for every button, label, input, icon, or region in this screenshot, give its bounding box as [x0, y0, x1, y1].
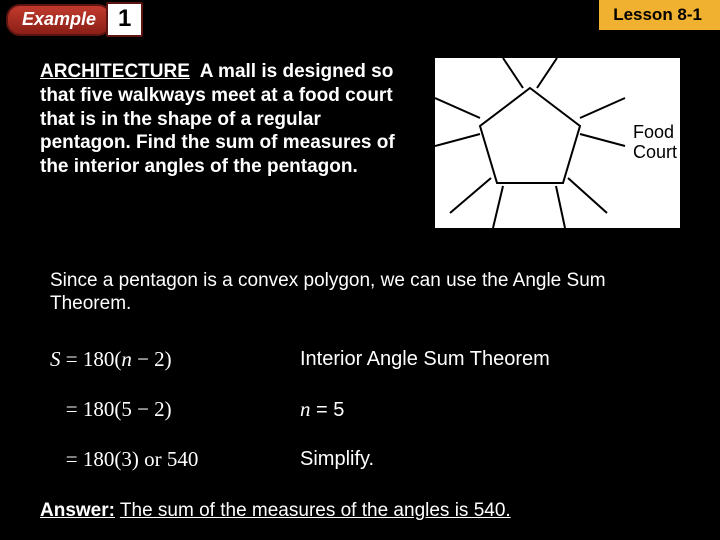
answer-line: Answer: The sum of the measures of the a…	[40, 500, 511, 522]
lesson-badge: Lesson 8-1	[599, 0, 720, 30]
step-reason: Simplify.	[300, 448, 374, 471]
step-reason: Interior Angle Sum Theorem	[300, 348, 550, 371]
diagram-label-2: Court	[633, 142, 677, 162]
step-row: = 180(5 − 2) n = 5	[50, 384, 680, 434]
step-formula: = 180(5 − 2)	[50, 397, 300, 422]
diagram-label-1: Food	[633, 122, 674, 142]
answer-label: Answer:	[40, 500, 115, 521]
step-row: S = 180(n − 2) Interior Angle Sum Theore…	[50, 334, 680, 384]
step-row: = 180(3) or 540 Simplify.	[50, 434, 680, 484]
example-label: Example	[6, 4, 112, 36]
explanation-text: Since a pentagon is a convex polygon, we…	[50, 270, 670, 316]
problem-statement: ARCHITECTURE A mall is designed so that …	[40, 60, 410, 179]
answer-text: The sum of the measures of the angles is…	[120, 500, 511, 521]
food-court-diagram: Food Court	[435, 58, 680, 228]
example-number: 1	[106, 2, 143, 37]
step-reason: n = 5	[300, 397, 344, 422]
step-formula: = 180(3) or 540	[50, 447, 300, 472]
step-formula: S = 180(n − 2)	[50, 347, 300, 372]
example-badge: Example 1	[6, 2, 143, 37]
math-steps: S = 180(n − 2) Interior Angle Sum Theore…	[50, 334, 680, 484]
problem-keyword: ARCHITECTURE	[40, 61, 190, 82]
